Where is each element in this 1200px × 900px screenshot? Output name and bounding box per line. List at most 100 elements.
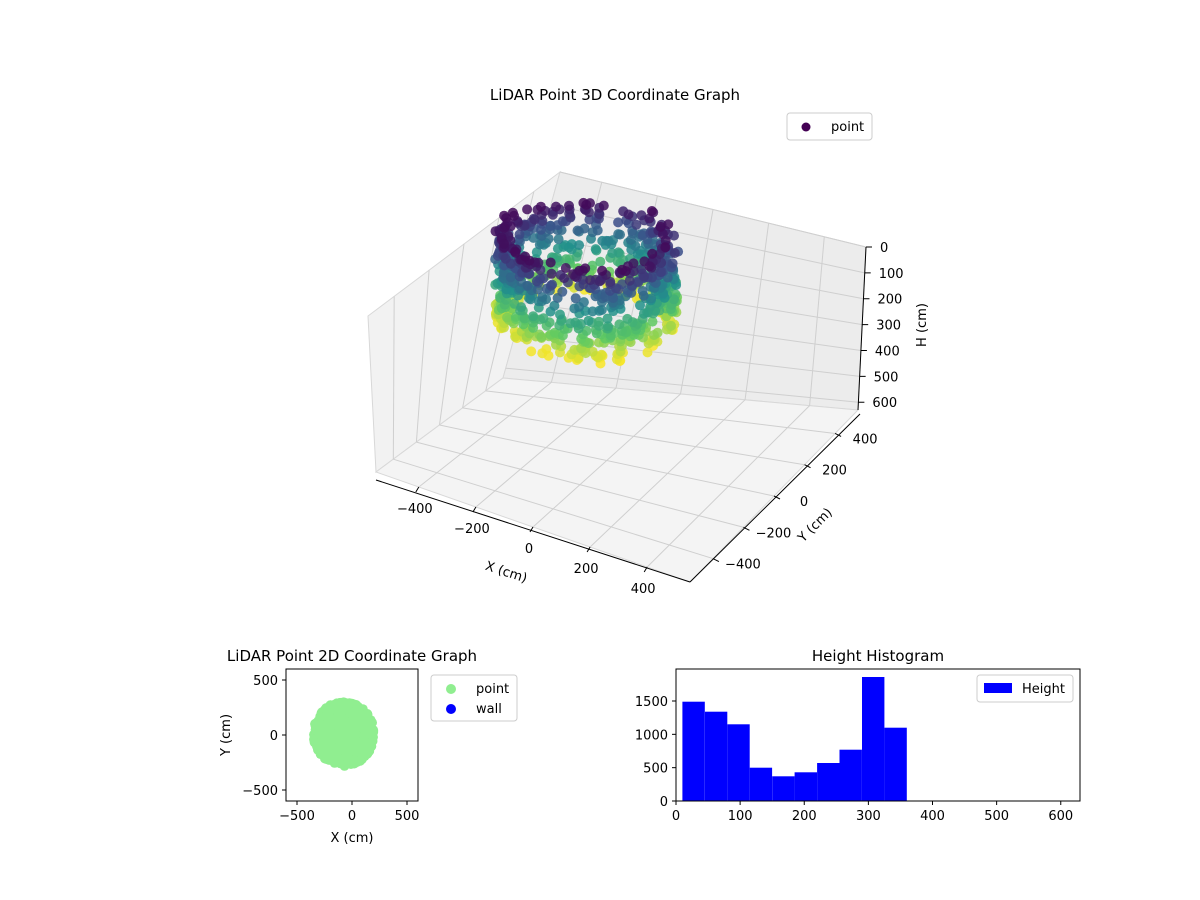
point-3d [538,273,549,284]
point-3d [541,344,552,355]
point-3d [502,312,513,323]
y-tick-label-hist-2: 1000 [635,728,668,743]
grid-line-y-2 [439,424,775,497]
legend-2d-label-point: point [476,682,509,697]
point-3d [546,268,557,279]
point-2d [327,715,338,726]
grid-line-back-x-4 [809,236,825,406]
point-3d [652,327,663,338]
y-axis-label-2d: Y (cm) [219,714,234,757]
point-3d [545,257,556,268]
point-3d [614,319,625,330]
point-2d [367,717,377,728]
legend-histogram-swatch [984,683,1012,693]
grid-line-z-0 [559,171,867,248]
z-tick-label-3d-6: 600 [872,396,897,411]
plot-frame-histogram [675,668,1081,802]
x-tick-3d-3 [586,546,591,553]
point-2d [351,700,362,710]
z-axis-label-3d: H (cm) [915,303,930,347]
point-3d [490,226,501,237]
x-tick-label-2d-2: 500 [395,809,420,824]
grid-line-y-0 [393,458,714,560]
y-tick-label-3d-2: 0 [800,495,808,510]
point-3d [590,244,601,255]
y-tick-label-3d-3: 200 [822,464,847,479]
chart-2d-title: LiDAR Point 2D Coordinate Graph [227,647,477,665]
y-tick-label-hist-3: 1500 [635,695,668,710]
histogram-bar-7 [839,749,862,801]
point-3d [516,302,527,313]
point-3d [507,207,518,218]
point-3d [551,201,561,212]
x-tick-label-2d-1: 0 [348,809,356,824]
y-tick-label-2d-1: 0 [270,729,278,744]
point-3d [635,300,645,311]
z-tick-label-3d-0: 0 [880,241,888,256]
y-tick-label-2d-2: 500 [253,674,278,689]
x-tick-label-3d-0: −400 [397,502,433,517]
grid-line-y-1 [416,441,744,528]
point-3d [499,222,510,233]
x-tick-3d-1 [472,506,477,513]
x-tick-label-hist-5: 500 [984,809,1009,824]
z-tick-label-3d-4: 400 [875,344,900,359]
grid-line-left-y-2 [439,243,465,426]
x-tick-3d-4 [643,566,648,573]
legend-2d-marker-point [446,684,456,694]
y-tick-label-3d-4: 400 [853,432,878,447]
point-3d [580,263,591,274]
point-3d [522,204,533,215]
point-3d [637,286,648,296]
histogram-bar-6 [817,763,840,801]
point-3d [499,238,509,249]
z-tick-label-3d-2: 200 [877,293,902,308]
legend-histogram: Height [976,674,1074,703]
y-tick-3d-2 [773,495,781,500]
x-axis-label-3d: X (cm) [483,559,529,587]
point-3d [510,247,521,258]
point-3d [587,306,598,317]
point-3d [547,209,558,220]
point-3d [603,321,613,332]
histogram-title: Height Histogram [812,647,944,665]
point-2d [336,713,347,724]
point-cloud-3d [490,197,684,369]
histogram-bar-2 [727,724,750,801]
point-2d [359,740,370,751]
point-3d [534,239,545,250]
point-2d [360,727,371,738]
point-3d [613,229,624,240]
point-3d [529,214,540,225]
grid-line-left-y-3 [462,217,500,409]
histogram-bar-1 [704,711,728,801]
point-3d [660,242,671,253]
point-3d [564,200,574,211]
point-3d [669,248,680,258]
legend-3d-marker [801,122,811,132]
point-3d [559,273,570,284]
point-3d [578,297,589,308]
point-3d [560,263,571,273]
ticks-2d: −500 0 500 −500 0 500 [242,674,419,824]
point-3d [666,320,676,331]
point-3d [581,325,592,336]
point-3d [570,317,581,328]
point-2d [322,705,333,716]
point-2d [323,751,334,762]
point-3d [594,276,605,287]
point-3d [647,248,658,259]
legend-3d-label: point [831,120,864,135]
point-2d [336,699,347,710]
z-tick-label-3d-5: 500 [874,370,899,385]
chart-3d: LiDAR Point 3D Coordinate Graph −400 −200… [367,86,930,597]
point-3d [572,225,583,236]
x-tick-label-3d-1: −200 [454,522,490,537]
y-tick-3d-3 [804,464,811,469]
point-3d [642,347,653,358]
point-3d [603,236,614,246]
grid-line-left-y-1 [415,270,430,443]
x-tick-label-hist-6: 600 [1048,809,1073,824]
point-2d [332,743,343,754]
z-tick-label-3d-3: 300 [876,319,901,334]
